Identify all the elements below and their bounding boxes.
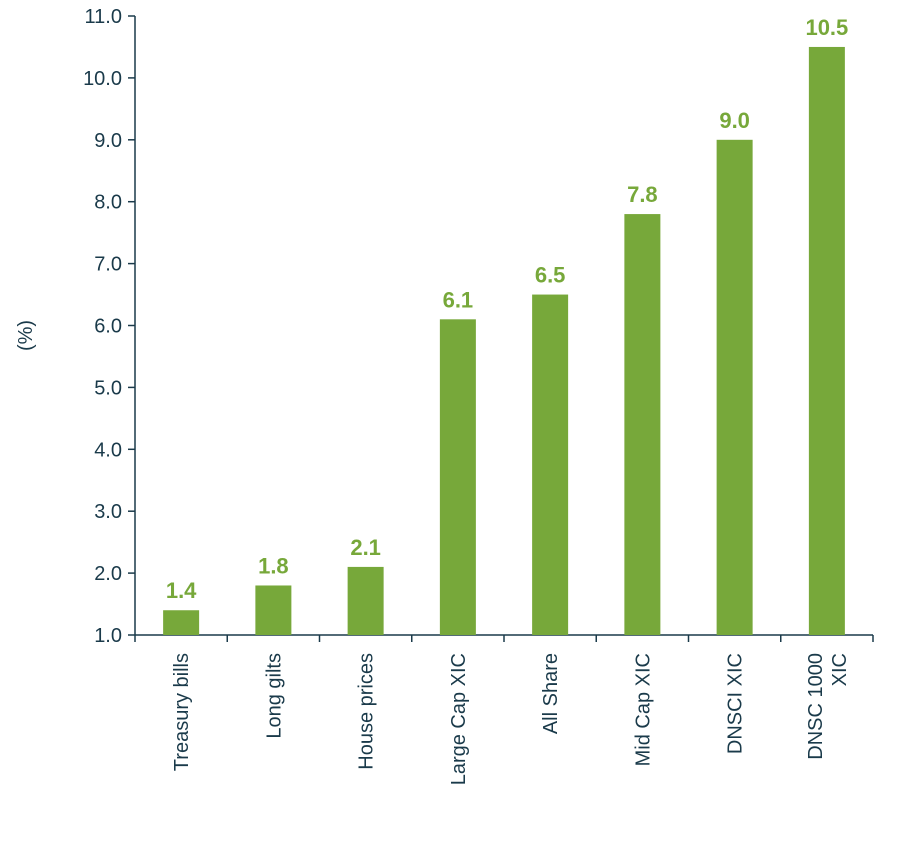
category-label: Treasury bills <box>171 653 193 771</box>
x-axis <box>134 634 874 642</box>
category-label: House prices <box>356 653 378 770</box>
bar <box>163 610 200 635</box>
category-label: Mid Cap XIC <box>632 653 654 766</box>
value-label: 6.5 <box>535 263 566 288</box>
y-axis: 1.0 2.0 3.0 4.0 5.0 6.0 7.0 8.0 9.0 10.0 11.0 <box>83 6 136 647</box>
category-labels: Treasury bills Long gilts House prices Larg… <box>171 653 851 785</box>
category-label: Long gilts <box>263 653 285 739</box>
value-label: 2.1 <box>350 535 381 560</box>
category-label: DNSC 1000 XIC <box>805 653 851 760</box>
bar <box>808 46 845 635</box>
bar <box>347 566 384 635</box>
value-label: 1.4 <box>166 578 197 603</box>
y-tick-label: 8.0 <box>94 192 122 214</box>
bar <box>439 319 476 635</box>
y-tick-label: 6.0 <box>94 316 122 338</box>
value-label: 9.0 <box>719 108 750 133</box>
category-label: All Share <box>540 653 562 734</box>
y-axis-title: (%) <box>15 320 37 351</box>
category-label-line: Long gilts <box>263 653 285 739</box>
y-tick-label: 2.0 <box>94 563 122 585</box>
category-label-line: All Share <box>540 653 562 734</box>
bars <box>163 46 845 636</box>
bar <box>716 139 753 636</box>
y-tick-label: 4.0 <box>94 439 122 461</box>
bar <box>255 585 292 635</box>
category-label-line: House prices <box>356 653 378 770</box>
category-label: Large Cap XIC <box>448 653 470 785</box>
y-tick-label: 5.0 <box>94 377 122 399</box>
value-label: 7.8 <box>627 182 658 207</box>
category-label-line: Treasury bills <box>171 653 193 771</box>
category-label-line: DNSCI XIC <box>725 653 747 754</box>
category-label-line: Mid Cap XIC <box>632 653 654 766</box>
value-labels: 1.4 1.8 2.1 6.1 6.5 7.8 9.0 10.5 <box>166 15 848 603</box>
y-tick-label: 1.0 <box>94 625 122 647</box>
category-label: DNSCI XIC <box>725 653 747 754</box>
category-label-line: XIC <box>829 653 851 686</box>
bar <box>532 294 569 635</box>
y-tick-label: 9.0 <box>94 130 122 152</box>
category-label-line: DNSC 1000 <box>805 653 827 760</box>
y-tick-label: 7.0 <box>94 254 122 276</box>
bar <box>624 214 661 635</box>
y-tick-label: 10.0 <box>83 68 122 90</box>
y-tick-label: 11.0 <box>85 6 122 28</box>
y-tick-label: 3.0 <box>94 501 122 523</box>
value-label: 1.8 <box>258 553 289 578</box>
value-label: 10.5 <box>805 15 848 40</box>
category-label-line: Large Cap XIC <box>448 653 470 785</box>
value-label: 6.1 <box>443 287 474 312</box>
